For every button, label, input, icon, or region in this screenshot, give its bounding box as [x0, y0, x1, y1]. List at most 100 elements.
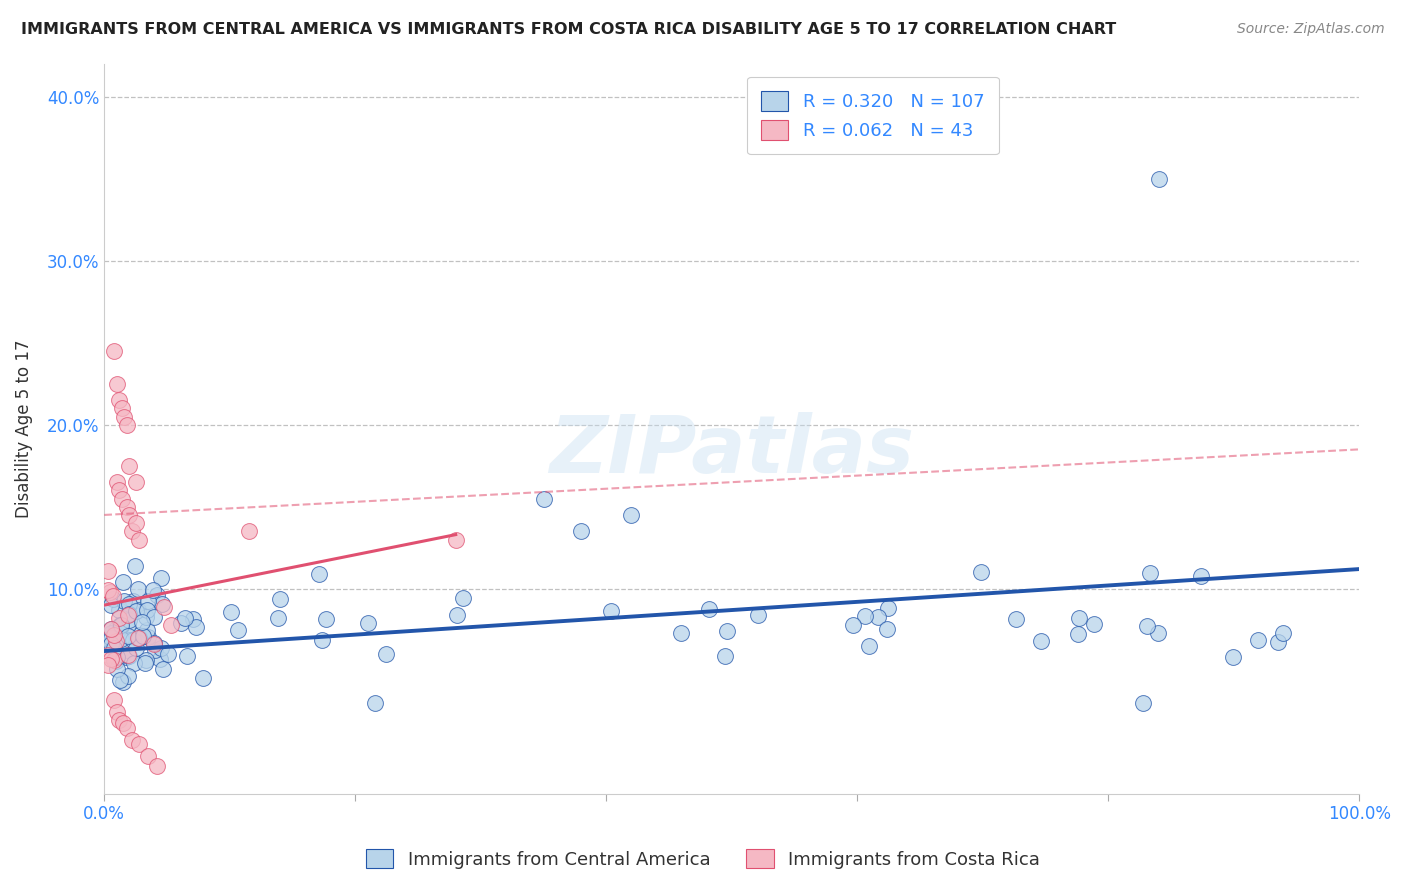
Point — [118, 607, 141, 621]
Point — [877, 601, 900, 615]
Text: ZIPatlas: ZIPatlas — [550, 412, 914, 490]
Point — [100, 631, 122, 645]
Point — [118, 458, 141, 473]
Point — [136, 748, 159, 763]
Point — [149, 571, 172, 585]
Point — [135, 610, 157, 624]
Point — [127, 582, 149, 596]
Point — [533, 491, 555, 506]
Y-axis label: Disability Age 5 to 17: Disability Age 5 to 17 — [15, 340, 32, 518]
Point — [112, 409, 135, 424]
Point — [117, 668, 139, 682]
Point — [136, 593, 159, 607]
Point — [97, 564, 120, 578]
Point — [1139, 566, 1161, 581]
Point — [117, 613, 139, 627]
Point — [143, 636, 166, 650]
Point — [876, 622, 898, 636]
Point — [132, 629, 155, 643]
Point — [101, 589, 124, 603]
Point — [115, 500, 138, 514]
Point — [105, 649, 128, 664]
Point — [118, 632, 141, 647]
Point — [100, 652, 122, 666]
Point — [1189, 568, 1212, 582]
Point — [146, 759, 169, 773]
Point — [152, 662, 174, 676]
Point — [103, 627, 125, 641]
Point — [269, 592, 291, 607]
Point — [128, 738, 150, 752]
Point — [105, 376, 128, 391]
Point — [104, 622, 127, 636]
Point — [569, 524, 592, 539]
Point — [100, 637, 122, 651]
Point — [97, 648, 120, 663]
Point — [111, 674, 134, 689]
Point — [124, 516, 146, 530]
Point — [97, 582, 120, 597]
Point — [124, 475, 146, 490]
Point — [135, 652, 157, 666]
Point — [1267, 634, 1289, 648]
Point — [124, 604, 146, 618]
Point — [100, 622, 122, 636]
Point — [128, 533, 150, 547]
Point — [191, 671, 214, 685]
Point — [697, 601, 720, 615]
Point — [128, 628, 150, 642]
Point — [117, 607, 139, 622]
Point — [858, 639, 880, 653]
Point — [149, 640, 172, 655]
Point — [181, 612, 204, 626]
Point — [111, 574, 134, 589]
Text: Source: ZipAtlas.com: Source: ZipAtlas.com — [1237, 22, 1385, 37]
Point — [1222, 650, 1244, 665]
Point — [145, 588, 167, 602]
Point — [108, 611, 131, 625]
Point — [104, 633, 127, 648]
Point — [110, 618, 132, 632]
Point — [98, 584, 121, 599]
Point — [105, 705, 128, 719]
Point — [121, 732, 143, 747]
Point — [115, 649, 138, 664]
Point — [100, 625, 122, 640]
Point — [620, 508, 643, 522]
Point — [108, 618, 131, 632]
Point — [1005, 612, 1028, 626]
Point — [122, 657, 145, 671]
Point — [714, 648, 737, 663]
Point — [219, 605, 242, 619]
Point — [747, 608, 769, 623]
Point — [104, 654, 127, 668]
Point — [143, 643, 166, 657]
Point — [842, 618, 865, 632]
Point — [1147, 626, 1170, 640]
Point — [160, 618, 183, 632]
Point — [238, 524, 260, 539]
Text: IMMIGRANTS FROM CENTRAL AMERICA VS IMMIGRANTS FROM COSTA RICA DISABILITY AGE 5 T: IMMIGRANTS FROM CENTRAL AMERICA VS IMMIG… — [21, 22, 1116, 37]
Point — [103, 693, 125, 707]
Point — [364, 697, 387, 711]
Point — [134, 657, 156, 671]
Point — [1083, 617, 1105, 632]
Legend: Immigrants from Central America, Immigrants from Costa Rica: Immigrants from Central America, Immigra… — [359, 842, 1047, 876]
Point — [108, 483, 131, 498]
Point — [108, 713, 131, 727]
Point — [110, 632, 132, 646]
Point — [108, 603, 131, 617]
Point — [599, 604, 621, 618]
Point — [122, 633, 145, 648]
Point — [128, 631, 150, 645]
Point — [444, 533, 467, 547]
Point — [226, 624, 249, 638]
Point — [1247, 632, 1270, 647]
Point — [142, 583, 165, 598]
Point — [103, 653, 125, 667]
Point — [117, 648, 139, 662]
Point — [110, 618, 132, 632]
Point — [868, 610, 890, 624]
Point — [111, 491, 134, 506]
Point — [156, 647, 179, 661]
